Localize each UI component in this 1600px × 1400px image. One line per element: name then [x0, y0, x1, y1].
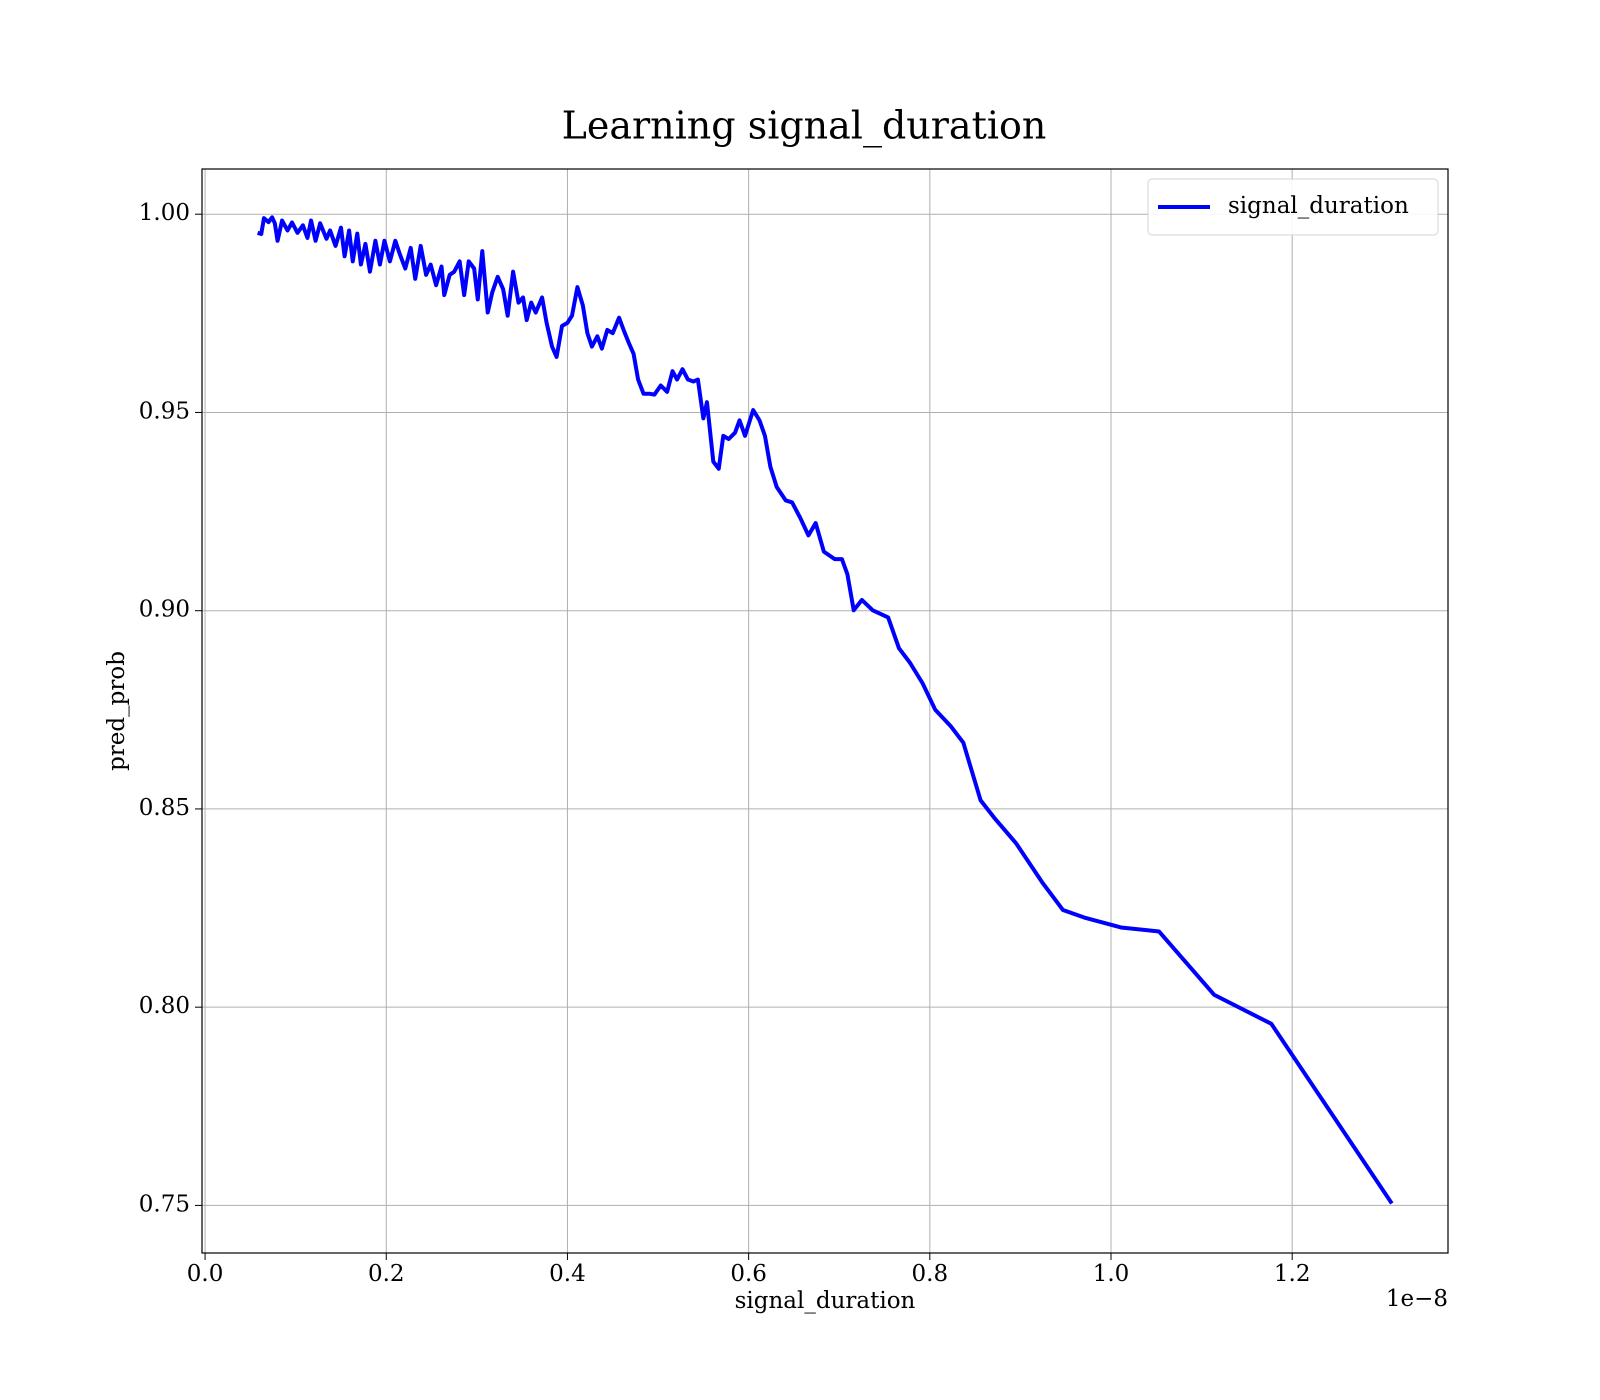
- y-tick-label: 0.85: [139, 795, 190, 821]
- y-tick-label: 0.75: [139, 1191, 190, 1217]
- x-tick-label: 0.0: [187, 1261, 224, 1287]
- x-axis-label: signal_duration: [735, 1288, 916, 1314]
- x-offset-label: 1e−8: [1386, 1286, 1448, 1312]
- legend-label: signal_duration: [1228, 193, 1409, 219]
- y-axis-label: pred_prob: [104, 651, 130, 771]
- y-tick-label: 0.90: [139, 597, 190, 623]
- y-tick-label: 0.80: [139, 993, 190, 1019]
- chart-title: Learning signal_duration: [562, 104, 1047, 149]
- plot-frame: [201, 168, 1449, 1254]
- y-tick-label: 1.00: [139, 200, 190, 226]
- y-tick-label: 0.95: [139, 398, 190, 424]
- x-tick-label: 0.8: [912, 1261, 949, 1287]
- x-tick-label: 1.0: [1093, 1261, 1130, 1287]
- x-tick-label: 0.6: [730, 1261, 767, 1287]
- x-tick-label: 1.2: [1274, 1261, 1311, 1287]
- x-tick-label: 0.2: [368, 1261, 405, 1287]
- data-line: [256, 215, 1394, 1205]
- x-tick-label: 0.4: [549, 1261, 586, 1287]
- legend-box: [1147, 178, 1439, 236]
